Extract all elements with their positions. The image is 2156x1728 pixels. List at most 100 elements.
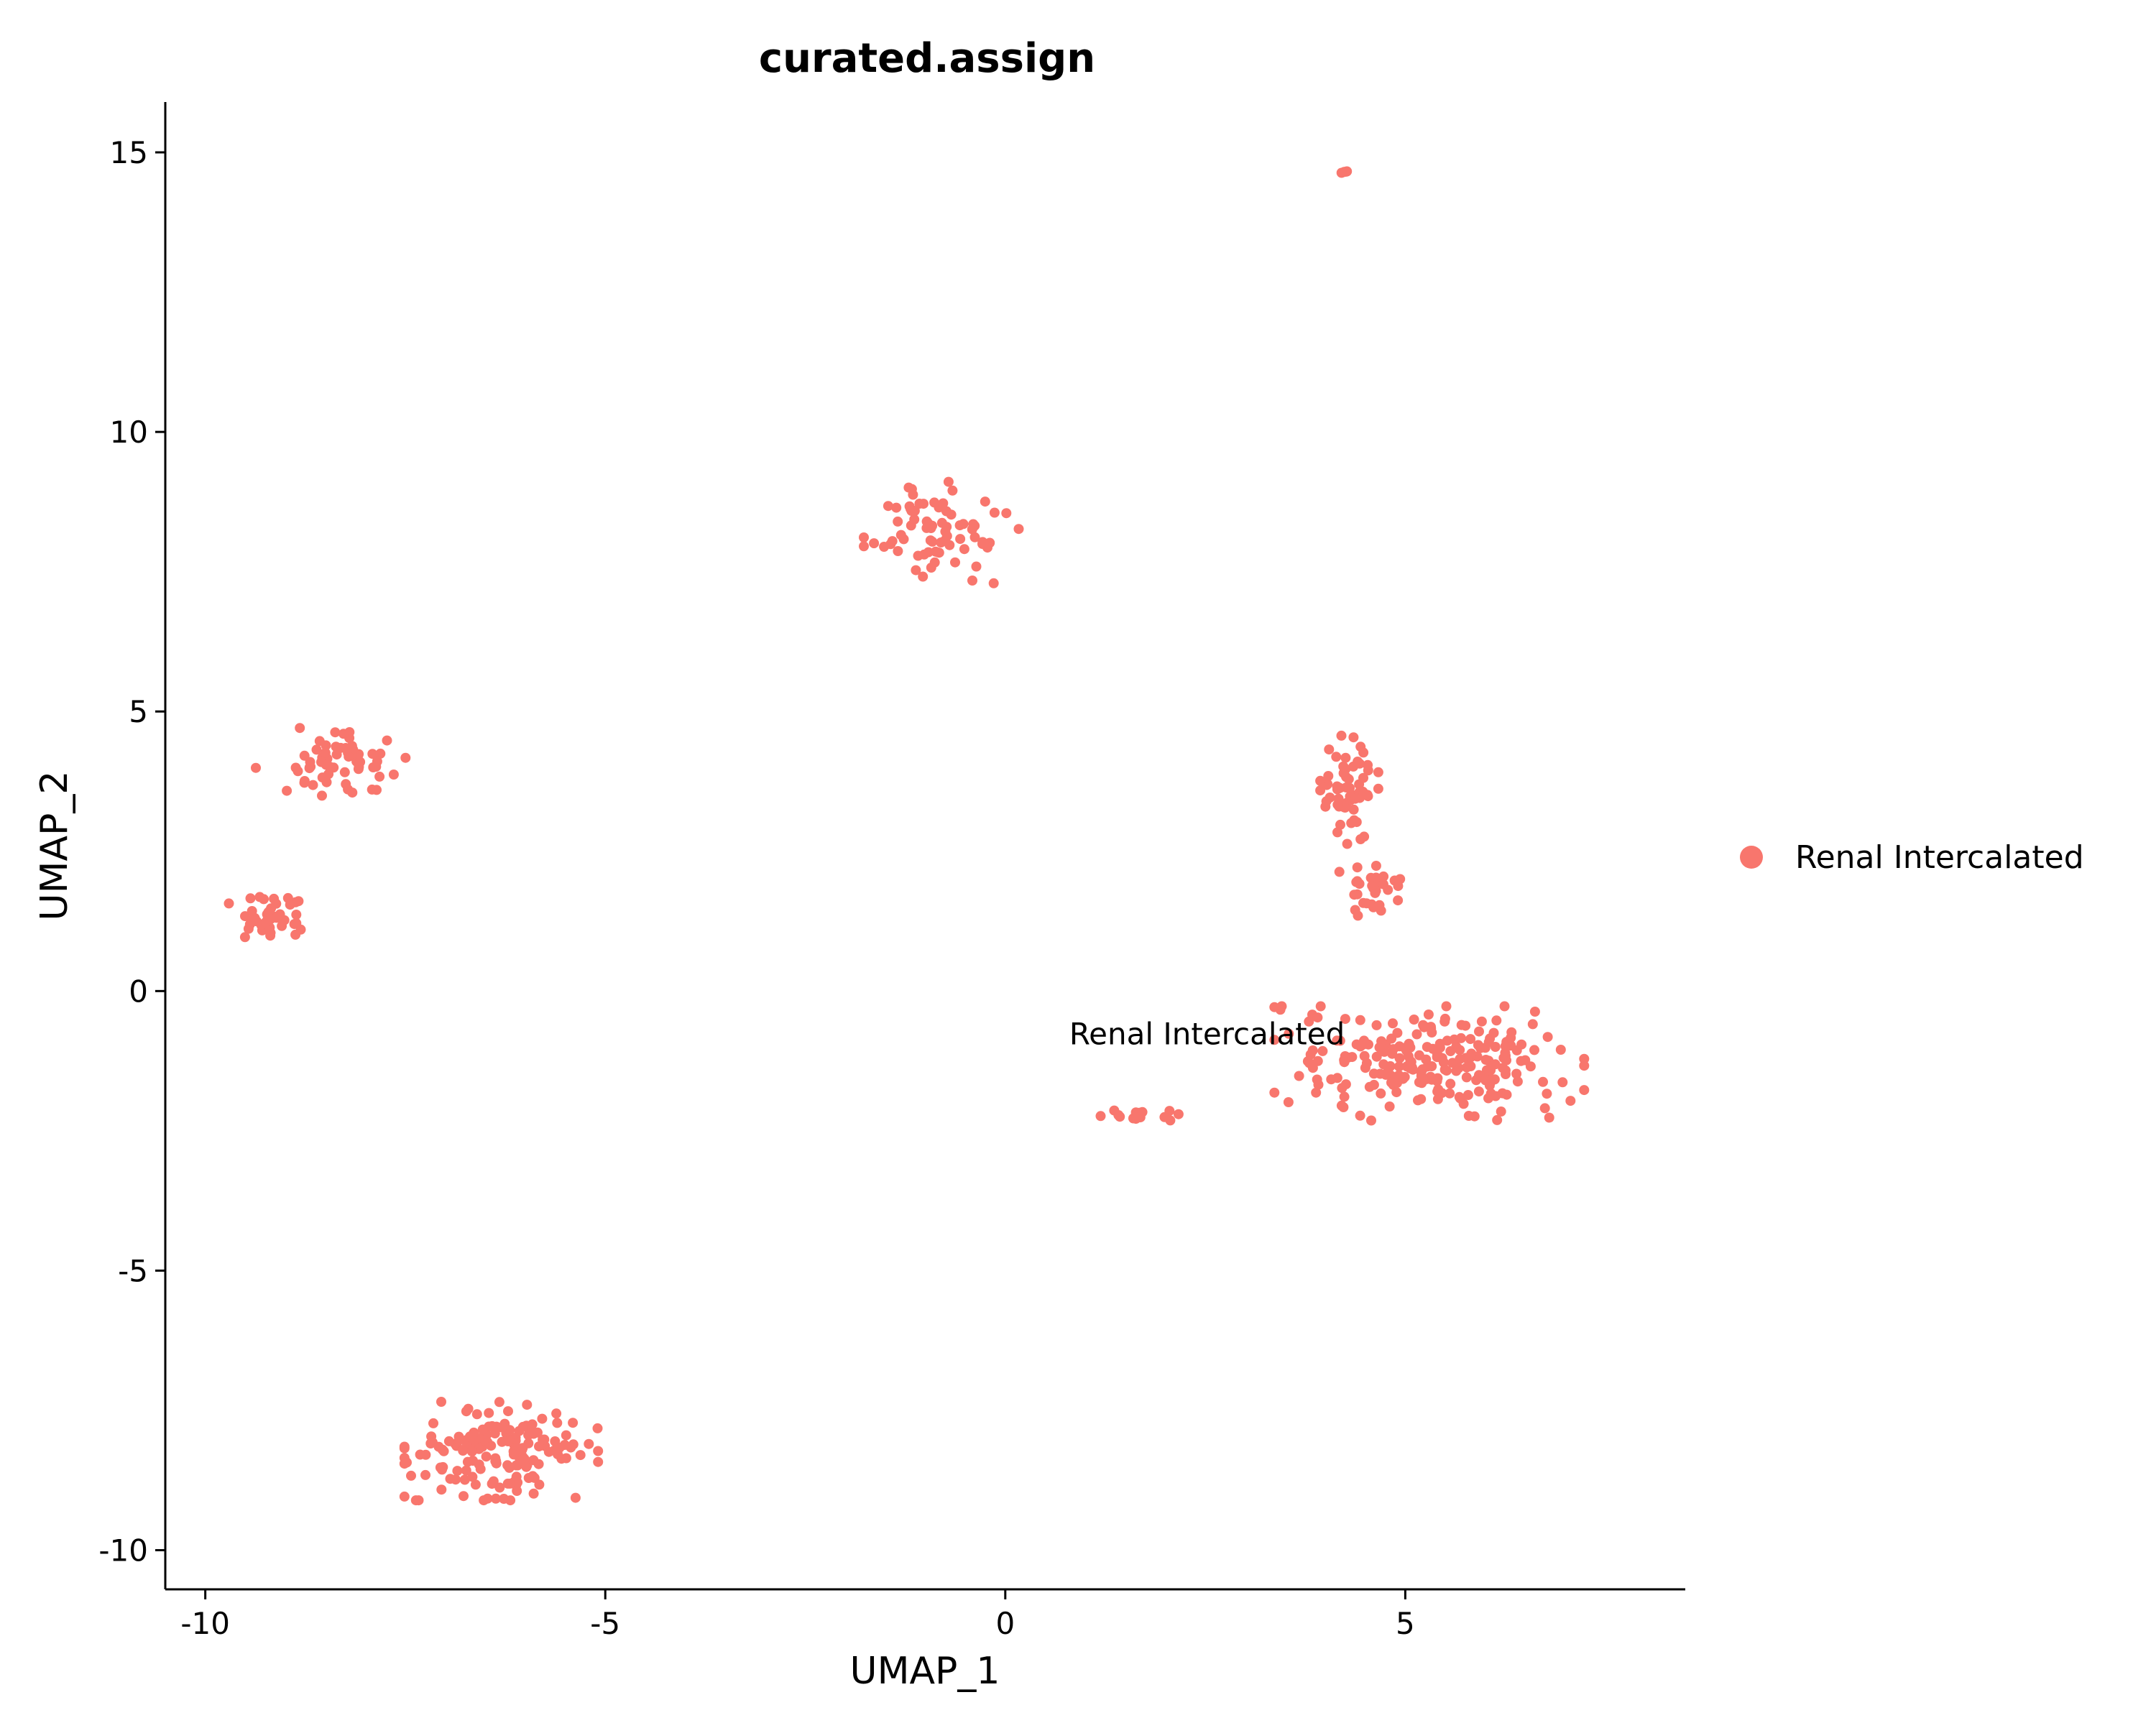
data-point — [479, 1495, 489, 1506]
data-point — [958, 519, 969, 530]
data-point — [470, 1479, 481, 1490]
data-point — [522, 1400, 533, 1410]
data-point — [1539, 1103, 1550, 1114]
data-point — [1423, 1009, 1434, 1020]
data-point — [938, 498, 949, 509]
data-point — [1525, 1061, 1536, 1072]
x-tick-label: 0 — [995, 1606, 1015, 1641]
data-point — [1405, 1063, 1416, 1074]
data-point — [1386, 1077, 1396, 1088]
data-point — [1496, 1106, 1506, 1117]
data-point — [459, 1491, 469, 1502]
data-point — [561, 1430, 571, 1441]
legend-label: Renal Intercalated — [1795, 839, 2084, 876]
data-point — [950, 557, 960, 568]
data-point — [549, 1445, 560, 1456]
data-point — [1481, 1065, 1492, 1076]
data-point — [1352, 862, 1363, 873]
data-point — [311, 744, 322, 755]
data-point — [277, 920, 287, 931]
data-point — [425, 1438, 436, 1449]
data-point — [436, 1484, 447, 1495]
data-point — [382, 735, 392, 746]
x-tick-label: -10 — [180, 1606, 230, 1641]
data-point — [1315, 1001, 1326, 1012]
data-point — [367, 749, 378, 759]
data-point — [1419, 1022, 1430, 1032]
data-point — [1368, 1068, 1379, 1079]
data-point — [1409, 1015, 1419, 1025]
data-point — [523, 1438, 534, 1449]
data-point — [1384, 1101, 1395, 1112]
data-point — [1345, 782, 1355, 793]
data-point — [869, 538, 880, 549]
data-point — [528, 1488, 539, 1499]
data-point — [1336, 1100, 1347, 1111]
data-point — [1441, 1001, 1452, 1012]
data-point — [499, 1494, 510, 1504]
data-point — [1466, 1048, 1477, 1059]
data-point — [859, 532, 869, 542]
data-point — [354, 762, 364, 772]
data-point — [1269, 1087, 1280, 1098]
data-point — [1491, 1015, 1502, 1026]
data-point — [1378, 871, 1389, 882]
y-tick-label: 5 — [129, 694, 148, 729]
data-point — [1460, 1020, 1471, 1031]
data-point — [1354, 879, 1365, 890]
data-point — [502, 1436, 513, 1446]
data-point — [1557, 1077, 1568, 1088]
data-point — [514, 1426, 525, 1436]
data-point — [1331, 752, 1342, 762]
data-point — [451, 1474, 461, 1485]
data-point — [1501, 1089, 1512, 1100]
data-point — [859, 541, 869, 552]
data-point — [321, 777, 332, 787]
data-point — [331, 749, 342, 760]
data-point — [1579, 1061, 1590, 1071]
data-point — [1324, 744, 1335, 755]
data-point — [1307, 1045, 1318, 1055]
data-point — [420, 1469, 430, 1480]
data-point — [1371, 1020, 1382, 1030]
data-point — [1465, 1034, 1476, 1045]
data-point — [399, 1443, 410, 1454]
data-point — [224, 898, 234, 909]
data-point — [1352, 889, 1363, 900]
data-point — [895, 530, 906, 540]
data-point — [936, 537, 946, 547]
data-point — [471, 1409, 482, 1420]
data-point — [341, 779, 351, 790]
data-point — [1348, 804, 1359, 815]
data-point — [1394, 1053, 1405, 1063]
data-point — [1485, 1089, 1496, 1099]
data-point — [1475, 1043, 1485, 1053]
data-point — [969, 520, 980, 531]
data-point — [491, 1421, 502, 1432]
data-point — [1355, 1015, 1365, 1025]
data-point — [1276, 1001, 1287, 1012]
data-point — [1339, 1091, 1350, 1102]
data-point — [271, 912, 282, 923]
data-point — [1364, 1081, 1375, 1092]
data-point — [1480, 1055, 1491, 1065]
data-point — [1476, 1016, 1487, 1027]
data-point — [1579, 1085, 1590, 1096]
data-point — [1512, 1076, 1523, 1087]
data-point — [1388, 1018, 1398, 1029]
data-point — [1340, 1079, 1351, 1090]
data-point — [504, 1462, 515, 1473]
data-point — [1315, 775, 1326, 786]
data-point — [1350, 793, 1360, 804]
data-point — [1439, 1064, 1450, 1075]
data-point — [293, 896, 304, 907]
data-point — [347, 787, 358, 798]
data-point — [295, 723, 305, 734]
data-point — [291, 910, 302, 920]
data-point — [891, 502, 902, 513]
points-layer — [224, 166, 1590, 1506]
data-point — [406, 1470, 416, 1481]
data-point — [980, 496, 990, 507]
data-point — [1374, 900, 1385, 910]
y-tick-label: 10 — [110, 415, 148, 450]
